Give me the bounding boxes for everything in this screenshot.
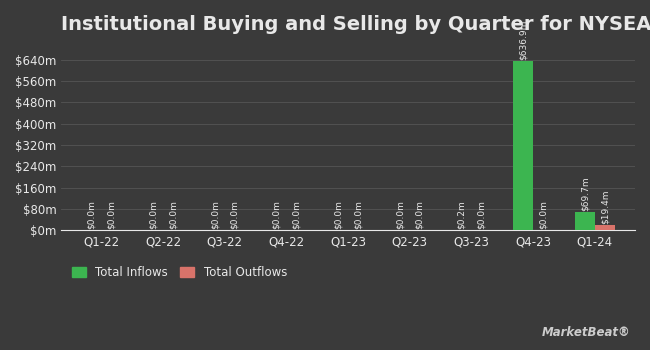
Text: $0.0m: $0.0m: [149, 201, 158, 229]
Text: $0.0m: $0.0m: [539, 201, 547, 229]
Legend: Total Inflows, Total Outflows: Total Inflows, Total Outflows: [67, 261, 292, 284]
Text: $0.0m: $0.0m: [477, 201, 486, 229]
Text: $0.0m: $0.0m: [292, 201, 301, 229]
Text: $0.0m: $0.0m: [415, 201, 424, 229]
Bar: [595, 225, 615, 230]
Text: $0.0m: $0.0m: [87, 201, 96, 229]
Text: Institutional Buying and Selling by Quarter for NYSEARCA:RSPT: Institutional Buying and Selling by Quar…: [61, 15, 650, 34]
Text: $636.9m: $636.9m: [519, 20, 528, 60]
Text: $0.0m: $0.0m: [354, 201, 363, 229]
Text: $0.0m: $0.0m: [395, 201, 404, 229]
Text: $0.0m: $0.0m: [107, 201, 116, 229]
Text: $0.2m: $0.2m: [457, 201, 466, 229]
Bar: [514, 61, 533, 230]
Text: $0.0m: $0.0m: [168, 201, 177, 229]
Bar: [575, 212, 595, 230]
Text: $0.0m: $0.0m: [333, 201, 343, 229]
Text: $0.0m: $0.0m: [211, 201, 219, 229]
Text: $0.0m: $0.0m: [272, 201, 281, 229]
Text: $19.4m: $19.4m: [600, 190, 609, 224]
Text: $0.0m: $0.0m: [230, 201, 239, 229]
Text: MarketBeat®: MarketBeat®: [541, 327, 630, 340]
Text: $69.7m: $69.7m: [580, 176, 590, 211]
